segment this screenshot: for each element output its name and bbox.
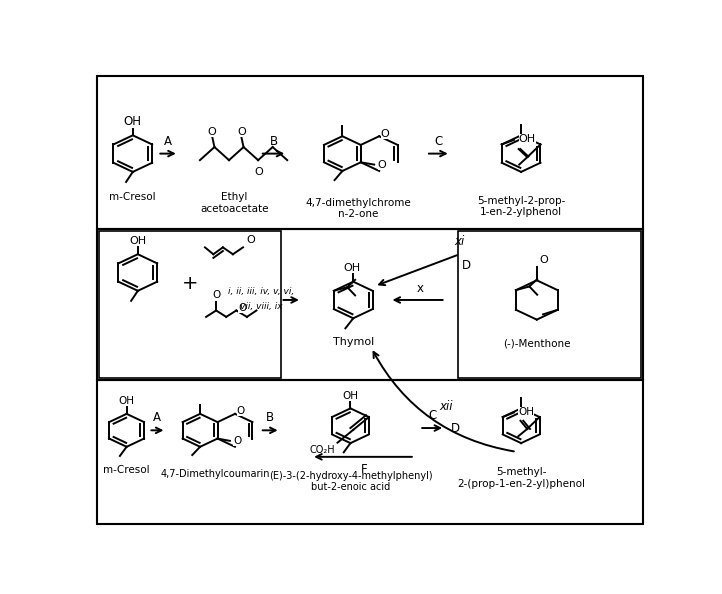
- Text: 5-methyl-2-prop-
1-en-2-ylphenol: 5-methyl-2-prop- 1-en-2-ylphenol: [477, 195, 565, 217]
- Text: +: +: [182, 274, 198, 293]
- Text: A: A: [153, 412, 162, 424]
- Text: O: O: [381, 129, 390, 139]
- Text: B: B: [266, 412, 274, 424]
- Text: (-)-Menthone: (-)-Menthone: [503, 339, 570, 349]
- Text: O: O: [539, 255, 548, 265]
- Text: i, ii, iii, iv, v, vi,: i, ii, iii, iv, v, vi,: [227, 287, 294, 296]
- Text: Thymol: Thymol: [333, 337, 374, 346]
- Text: Ethyl
acetoacetate: Ethyl acetoacetate: [201, 192, 269, 214]
- Text: x: x: [417, 282, 424, 295]
- Text: OH: OH: [518, 406, 534, 416]
- Text: OH: OH: [518, 134, 536, 144]
- Bar: [458, 232, 641, 378]
- Text: O: O: [212, 290, 220, 300]
- Text: 4,7-Dimethylcoumarin: 4,7-Dimethylcoumarin: [160, 469, 270, 479]
- Text: OH: OH: [344, 263, 361, 273]
- Bar: [97, 229, 643, 380]
- Text: OH: OH: [342, 391, 358, 400]
- Text: B: B: [269, 135, 277, 148]
- Text: D: D: [451, 422, 460, 435]
- Text: 5-methyl-
2-(prop-1-en-2-yl)phenol: 5-methyl- 2-(prop-1-en-2-yl)phenol: [457, 467, 585, 489]
- Text: OH: OH: [123, 115, 142, 128]
- Text: O: O: [246, 235, 255, 245]
- Text: m-Cresol: m-Cresol: [110, 192, 156, 203]
- Text: m-Cresol: m-Cresol: [103, 465, 150, 475]
- Text: O: O: [208, 127, 217, 137]
- Text: OH: OH: [118, 396, 134, 406]
- Text: CO₂H: CO₂H: [310, 444, 335, 454]
- Text: O: O: [254, 168, 263, 178]
- Text: O: O: [237, 406, 245, 416]
- Bar: [97, 380, 643, 524]
- Text: F: F: [361, 463, 367, 476]
- Text: xii: xii: [440, 400, 453, 413]
- Text: A: A: [164, 135, 172, 148]
- Text: 4,7-dimethylchrome
n-2-one: 4,7-dimethylchrome n-2-one: [305, 198, 411, 219]
- Bar: [97, 76, 643, 229]
- Text: vii, viii, ix: vii, viii, ix: [240, 302, 282, 311]
- Text: OH: OH: [129, 235, 147, 245]
- Text: D: D: [462, 259, 471, 272]
- Text: O: O: [237, 127, 245, 137]
- Text: O: O: [233, 436, 241, 446]
- Bar: [99, 232, 281, 378]
- Text: C: C: [434, 135, 443, 148]
- Text: C: C: [429, 409, 437, 422]
- Text: O: O: [238, 303, 246, 313]
- Text: xi: xi: [454, 235, 465, 248]
- Text: O: O: [378, 160, 386, 170]
- Text: (E)-3-(2-hydroxy-4-methylphenyl)
but-2-enoic acid: (E)-3-(2-hydroxy-4-methylphenyl) but-2-e…: [269, 470, 432, 492]
